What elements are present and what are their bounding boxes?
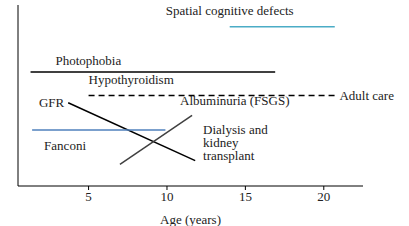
svg-text:15: 15 — [239, 189, 252, 204]
svg-text:Spatial cognitive defects: Spatial cognitive defects — [166, 3, 294, 18]
svg-text:Dialysis andkidneytransplant: Dialysis andkidneytransplant — [203, 122, 268, 163]
svg-text:Adult care: Adult care — [339, 88, 394, 103]
svg-text:10: 10 — [160, 189, 173, 204]
svg-text:Hypothyroidism: Hypothyroidism — [89, 72, 174, 87]
svg-text:GFR: GFR — [39, 95, 65, 110]
svg-text:Photophobia: Photophobia — [56, 53, 122, 68]
svg-text:Age (years): Age (years) — [160, 212, 221, 226]
svg-text:5: 5 — [85, 189, 92, 204]
svg-text:20: 20 — [317, 189, 330, 204]
svg-text:Fanconi: Fanconi — [44, 138, 86, 153]
svg-text:Albuminuria (FSGS): Albuminuria (FSGS) — [180, 93, 289, 108]
